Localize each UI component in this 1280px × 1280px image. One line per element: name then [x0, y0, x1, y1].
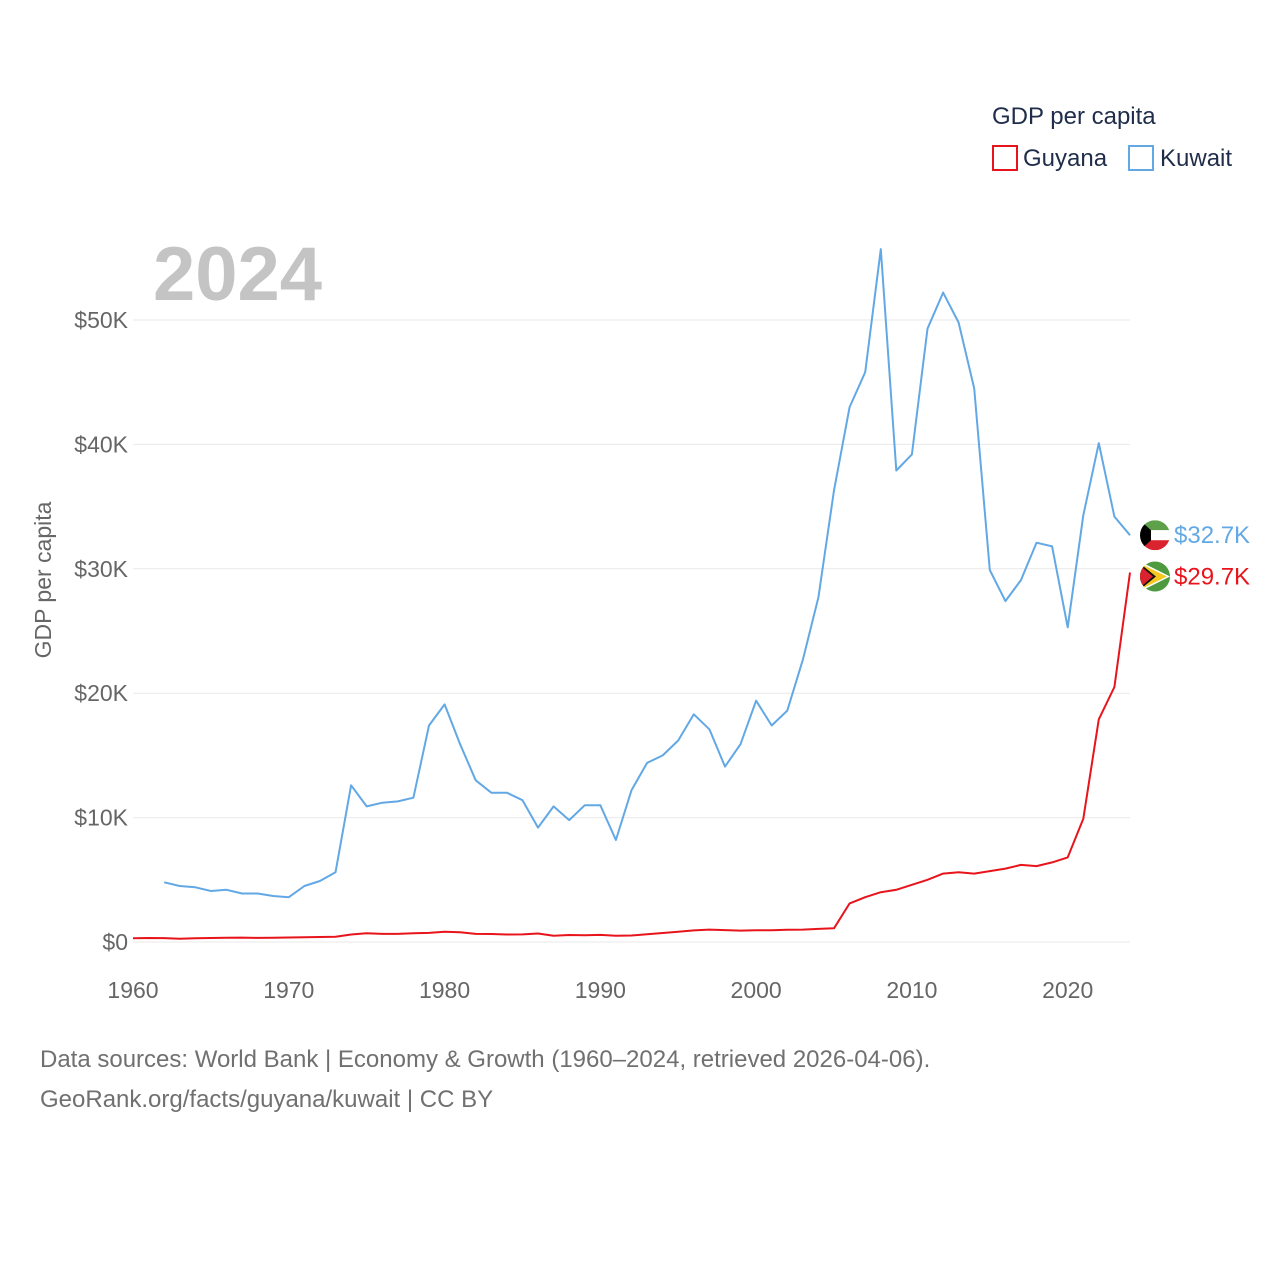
end-markers: $29.7K $32.7K [1140, 520, 1250, 592]
y-axis-label: GDP per capita [30, 501, 56, 658]
series-lines [132, 248, 1131, 940]
series-line-kuwait [163, 248, 1131, 899]
footer-attribution: GeoRank.org/facts/guyana/kuwait | CC BY [40, 1086, 494, 1113]
series-line-guyana [132, 572, 1131, 940]
year-label: 2024 [153, 232, 322, 317]
y-tick-label: $20K [74, 680, 128, 706]
y-tick-label: $0 [102, 929, 128, 955]
legend: GDP per capita Guyana Kuwait [992, 103, 1232, 172]
y-tick-label: $30K [74, 556, 128, 582]
x-tick-label: 1970 [263, 977, 314, 1003]
kuwait-flag-icon [1140, 520, 1170, 551]
y-axis: $0 $10K $20K $30K $40K $50K [74, 307, 128, 955]
legend-label-guyana: Guyana [1023, 145, 1108, 172]
y-tick-label: $50K [74, 307, 128, 333]
y-tick-label: $10K [74, 805, 128, 831]
x-tick-label: 1960 [107, 977, 158, 1003]
footer-sources: Data sources: World Bank | Economy & Gro… [40, 1046, 931, 1073]
x-tick-label: 1980 [419, 977, 470, 1003]
guyana-flag-icon [1140, 561, 1170, 592]
legend-item-guyana[interactable]: Guyana [992, 145, 1108, 172]
end-value-label-kuwait: $32.7K [1174, 522, 1250, 549]
legend-swatch-guyana [992, 145, 1018, 171]
legend-title: GDP per capita [992, 103, 1156, 130]
legend-swatch-kuwait [1128, 145, 1154, 171]
x-tick-label: 2010 [886, 977, 937, 1003]
end-value-label-guyana: $29.7K [1174, 564, 1250, 591]
x-tick-label: 2020 [1042, 977, 1093, 1003]
x-tick-label: 1990 [575, 977, 626, 1003]
legend-item-kuwait[interactable]: Kuwait [1128, 145, 1232, 172]
legend-label-kuwait: Kuwait [1160, 145, 1232, 172]
grid-lines [133, 319, 1130, 943]
x-tick-label: 2000 [731, 977, 782, 1003]
x-axis: 1960 1970 1980 1990 2000 2010 2020 [107, 977, 1093, 1003]
y-tick-label: $40K [74, 431, 128, 457]
